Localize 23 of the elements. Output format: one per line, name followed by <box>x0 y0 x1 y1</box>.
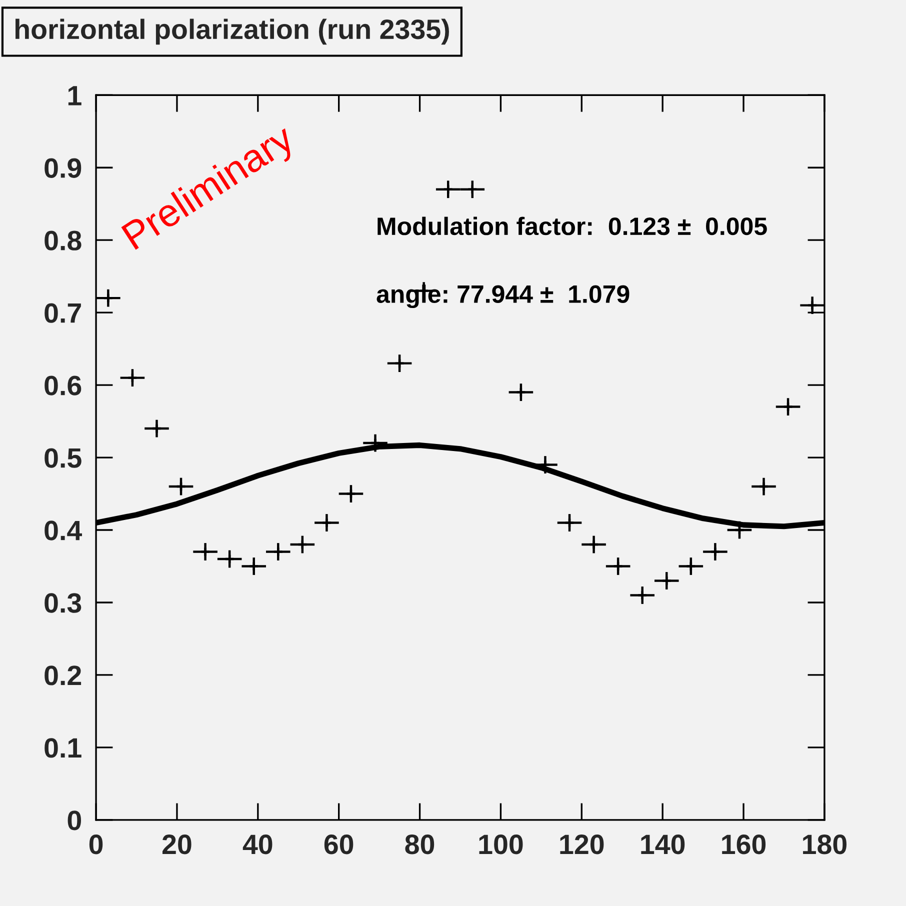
y-tick-label: 0.8 <box>44 230 82 250</box>
x-tick-label: 160 <box>722 834 766 854</box>
chart-title: horizontal polarization (run 2335) <box>16 18 449 45</box>
x-tick-label: 0 <box>89 834 103 854</box>
x-tick-label: 120 <box>560 834 604 854</box>
y-tick-label: 0.7 <box>44 303 81 323</box>
x-tick-label: 80 <box>405 834 434 854</box>
y-tick-label: 1 <box>68 86 82 106</box>
y-tick-label: 0.4 <box>44 520 82 540</box>
x-tick-label: 60 <box>324 834 354 854</box>
y-tick-label: 0.9 <box>44 158 82 178</box>
x-tick-label: 180 <box>803 834 846 854</box>
x-tick-label: 140 <box>641 834 685 854</box>
y-tick-label: 0.5 <box>44 448 82 468</box>
x-tick-label: 40 <box>242 834 272 854</box>
y-tick-label: 0.1 <box>44 738 82 758</box>
y-tick-label: 0 <box>68 810 82 830</box>
x-tick-label: 100 <box>479 834 523 854</box>
x-tick-label: 20 <box>162 834 192 854</box>
y-tick-label: 0.6 <box>44 376 82 396</box>
y-tick-label: 0.2 <box>44 666 82 686</box>
y-tick-label: 0.3 <box>44 593 82 613</box>
annotation: Modulation factor: 0.123 ± 0.005 <box>378 216 767 236</box>
